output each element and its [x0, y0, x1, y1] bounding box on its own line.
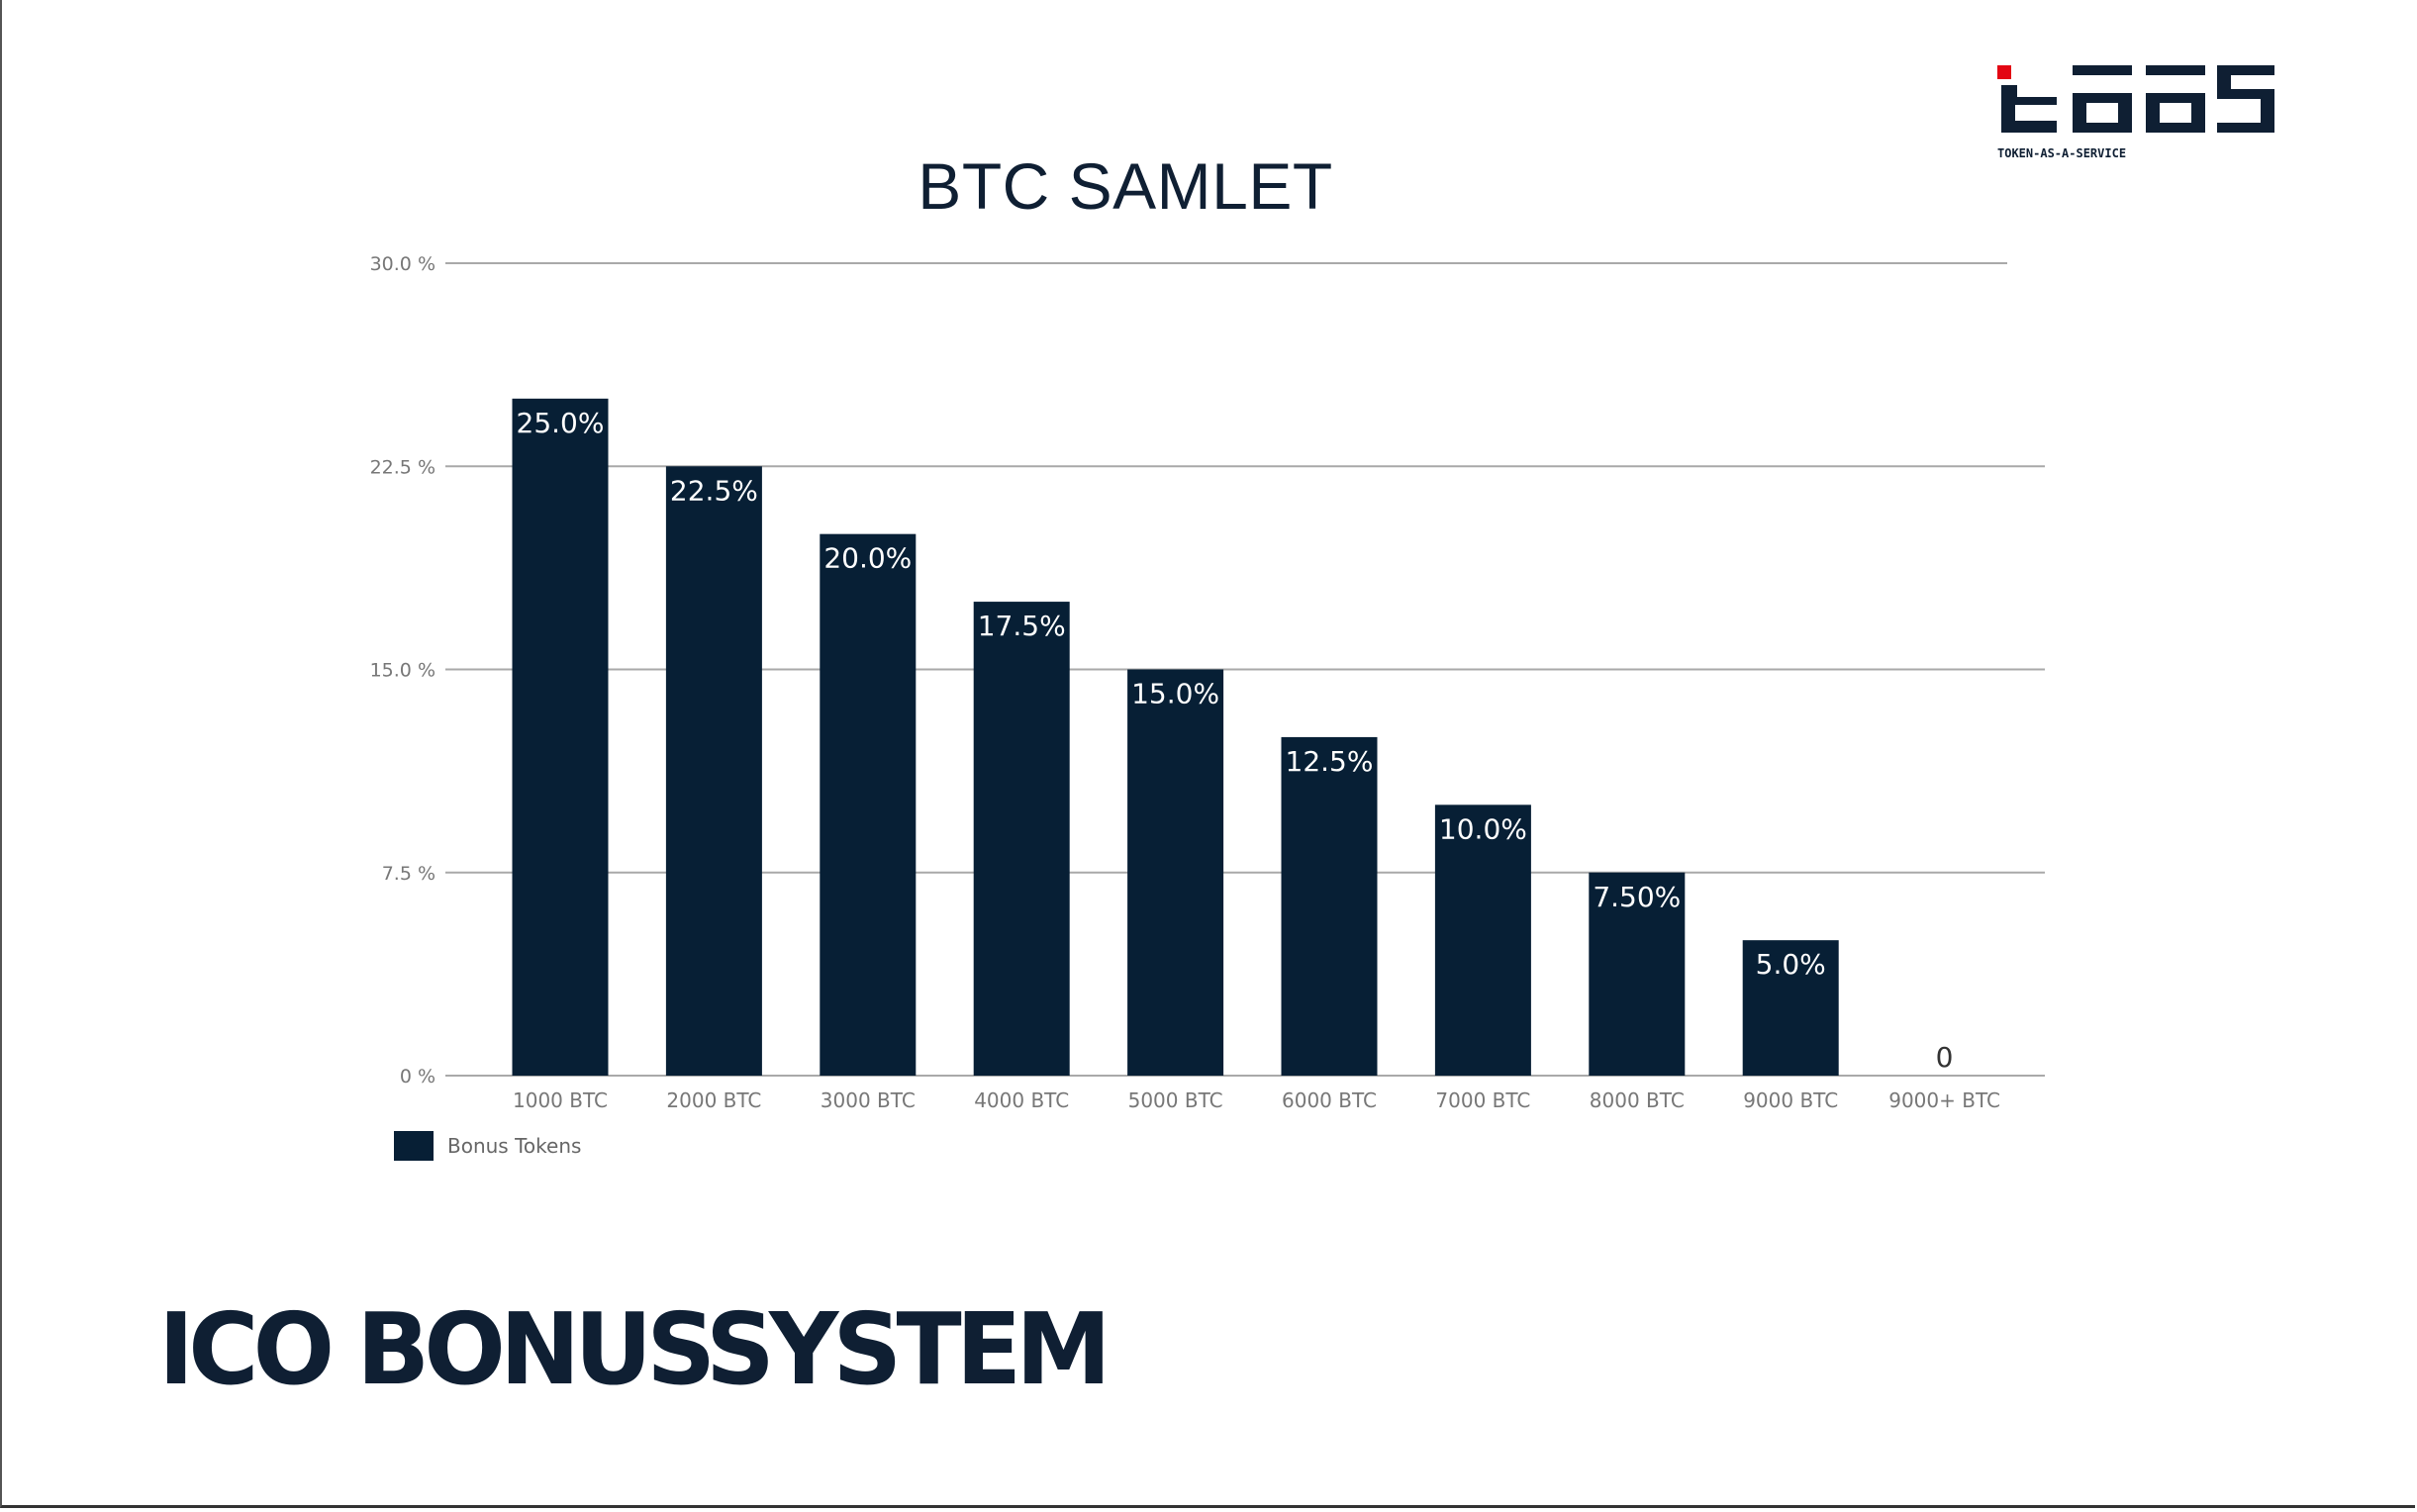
bar [1127, 669, 1224, 1076]
data-label: 7.50% [1593, 881, 1681, 913]
x-tick-label: 2000 BTC [666, 1088, 761, 1112]
x-tick-label: 1000 BTC [513, 1088, 608, 1112]
bar [1742, 940, 1839, 1076]
data-label: 25.0% [517, 407, 605, 439]
y-tick-label: 7.5 % [382, 863, 435, 885]
bar [973, 602, 1070, 1076]
bar [665, 466, 762, 1076]
data-label: 12.5% [1286, 745, 1374, 778]
x-tick-label: 4000 BTC [974, 1088, 1069, 1112]
data-label: 17.5% [978, 610, 1066, 642]
data-label: 15.0% [1131, 678, 1219, 710]
legend-label: Bonus Tokens [447, 1134, 582, 1158]
y-tick-label: 22.5 % [370, 456, 435, 478]
bar [1589, 872, 1686, 1076]
logo-accent-square [1997, 65, 2011, 79]
y-tick-label: 15.0 % [370, 660, 435, 682]
x-tick-label: 7000 BTC [1435, 1088, 1530, 1112]
bar [820, 533, 917, 1076]
x-tick-label: 6000 BTC [1282, 1088, 1377, 1112]
chart-legend: Bonus Tokens [394, 1131, 581, 1161]
data-label: 0 [1936, 1041, 1954, 1074]
x-tick-label: 5000 BTC [1128, 1088, 1223, 1112]
legend-swatch [394, 1131, 434, 1161]
bar [1281, 736, 1378, 1076]
logo-mark [1997, 65, 2274, 133]
bar [1434, 804, 1531, 1076]
x-tick-label: 8000 BTC [1590, 1088, 1685, 1112]
y-tick-label: 30.0 % [370, 253, 435, 275]
data-label: 5.0% [1756, 948, 1826, 981]
data-label: 20.0% [823, 542, 912, 575]
company-logo [1997, 63, 2274, 162]
x-tick-label: 3000 BTC [821, 1088, 916, 1112]
data-label: 22.5% [670, 474, 758, 507]
slide-title: ICO BONUSSYSTEM [158, 1291, 1112, 1407]
logo-caption: TOKEN-AS-A-SERVICE [1997, 146, 2127, 160]
data-label: 10.0% [1439, 812, 1527, 845]
x-tick-label: 9000 BTC [1743, 1088, 1838, 1112]
x-tick-label: 9000+ BTC [1888, 1088, 2000, 1112]
chart-title: BTC SAMLET [918, 149, 1333, 223]
bar [512, 398, 609, 1076]
y-tick-label: 0 % [400, 1066, 435, 1087]
